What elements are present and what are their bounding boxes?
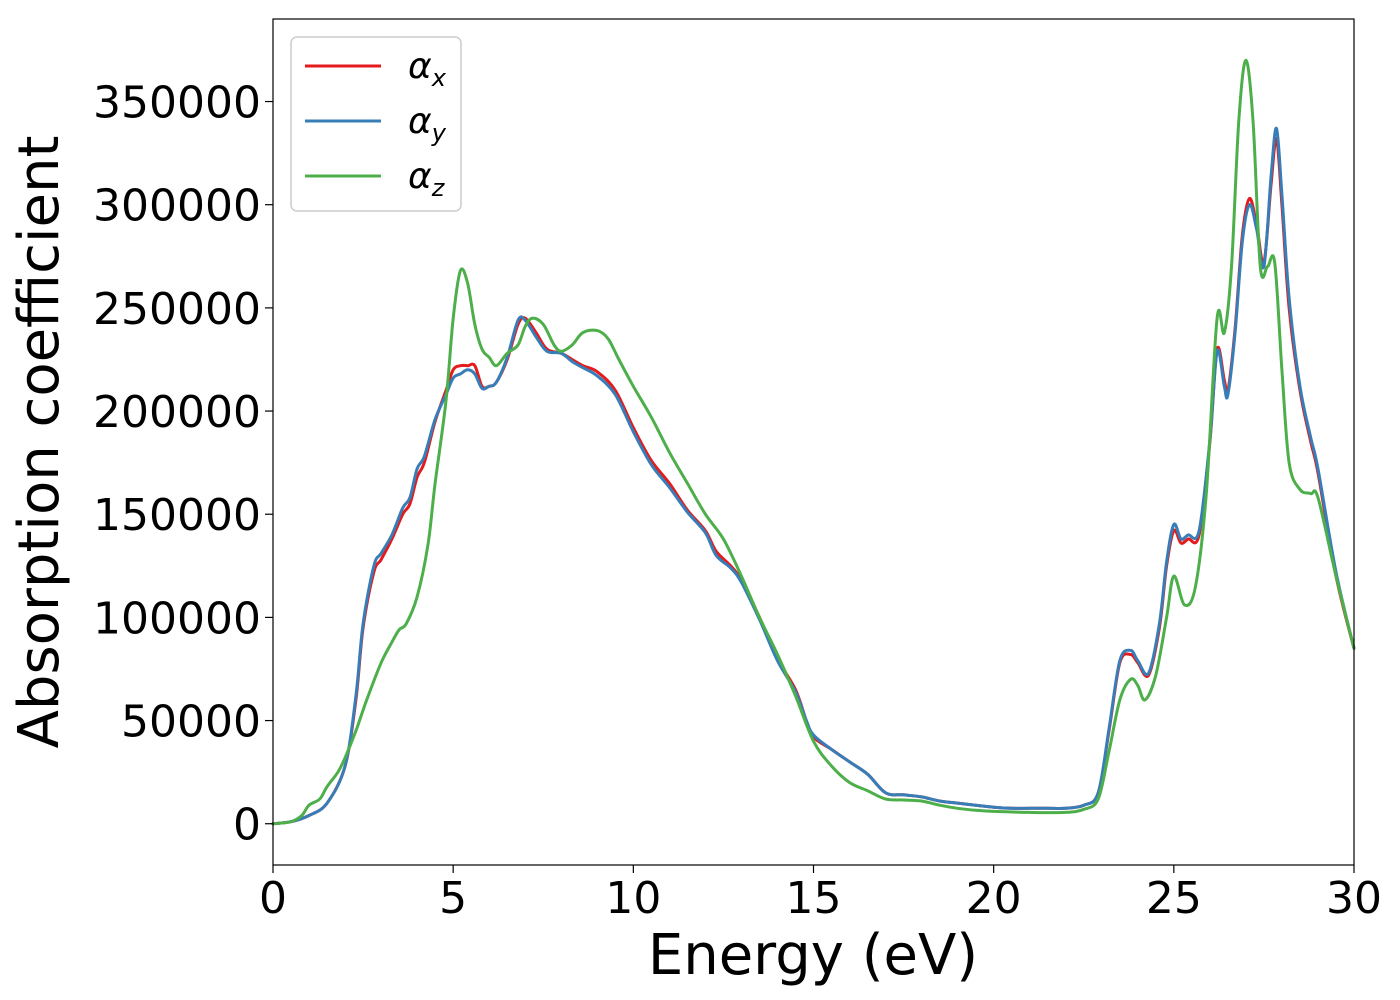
x-axis-title: Energy (eV) [648, 923, 978, 988]
x-tick-label: 5 [439, 873, 467, 924]
x-tick-label: 15 [786, 873, 842, 924]
x-tick-label: 10 [605, 873, 661, 924]
y-tick-label: 50000 [121, 697, 261, 748]
y-tick-label: 200000 [93, 387, 261, 438]
y-axis: 0 50000 100000 150000 200000 250000 300000 3500… [93, 78, 273, 851]
x-tick-label: 30 [1326, 873, 1382, 924]
series-layer [271, 58, 1356, 826]
y-tick-label: 300000 [93, 181, 261, 232]
y-tick-label: 350000 [93, 78, 261, 129]
series-line-z [271, 58, 1356, 826]
x-tick-label: 20 [966, 873, 1022, 924]
x-tick-label: 25 [1146, 873, 1202, 924]
y-tick-label: 250000 [93, 284, 261, 335]
y-axis-title: Absorption coefficient [7, 136, 72, 749]
x-axis: 0 5 10 15 20 25 30 [259, 865, 1382, 924]
x-tick-label: 0 [259, 873, 287, 924]
y-tick-label: 150000 [93, 490, 261, 541]
legend-box [290, 36, 462, 212]
y-tick-label: 100000 [93, 593, 261, 644]
y-tick-label: 0 [233, 800, 261, 851]
